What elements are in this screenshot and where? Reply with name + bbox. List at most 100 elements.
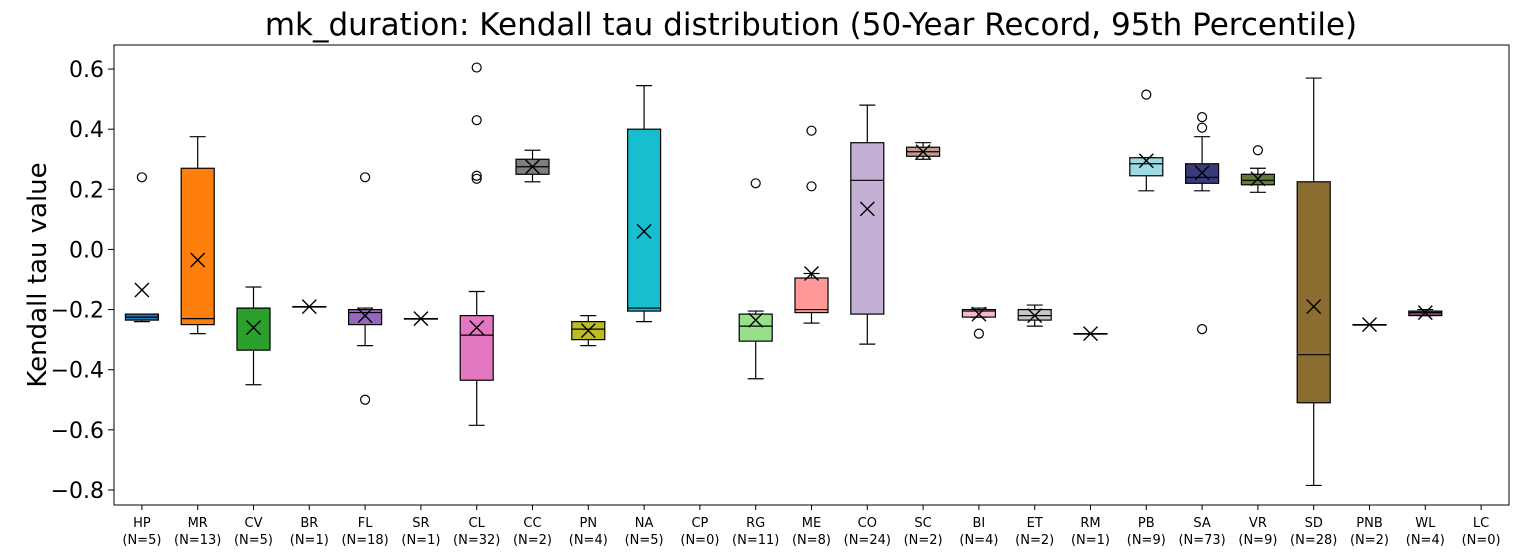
y-axis: 0.6 0.4 0.2 0.0 −0.2 −0.4 −0.6 −0.8	[51, 58, 114, 504]
x-tick-count-label: (N=4)	[1406, 533, 1445, 548]
y-tick-label: 0.0	[69, 238, 104, 263]
box-na	[626, 84, 662, 323]
box-vr	[1240, 145, 1276, 193]
x-tick-label: VR	[1249, 516, 1267, 531]
mean-marker	[804, 266, 819, 281]
x-tick-label: CV	[245, 516, 263, 531]
x-tick-count-label: (N=73)	[1178, 533, 1225, 548]
box-fl	[348, 172, 383, 405]
x-tick-count-label: (N=1)	[290, 533, 329, 548]
mean-marker	[748, 312, 764, 328]
mean-marker	[915, 144, 931, 160]
x-tick-label: RG	[746, 516, 765, 531]
box-et	[1017, 304, 1052, 327]
box-me	[794, 125, 829, 324]
x-tick-label: SA	[1193, 516, 1210, 531]
x-tick-label: LC	[1473, 516, 1489, 531]
mean-marker	[580, 323, 596, 339]
x-tick-count-label: (N=32)	[453, 533, 500, 548]
box-body	[626, 128, 662, 312]
box-body	[794, 277, 829, 314]
x-tick-count-label: (N=13)	[174, 533, 221, 548]
box-wl	[1408, 305, 1443, 321]
x-tick-label: PN	[580, 516, 598, 531]
mean-marker	[971, 306, 987, 322]
box-rg	[738, 178, 773, 380]
x-tick-count-label: (N=28)	[1290, 533, 1337, 548]
mean-marker	[636, 223, 652, 239]
x-tick-label: NA	[635, 516, 654, 531]
box-pnb	[1352, 317, 1387, 333]
x-tick-label: RM	[1080, 516, 1100, 531]
x-tick-label: FL	[358, 516, 373, 531]
x-tick-count-label: (N=2)	[904, 533, 943, 548]
box-sd	[1296, 77, 1331, 487]
x-tick-count-label: (N=8)	[792, 533, 831, 548]
box-pn	[571, 314, 606, 347]
outlier-point	[1196, 324, 1208, 335]
x-tick-count-label: (N=18)	[341, 533, 388, 548]
y-tick-label: −0.2	[51, 299, 104, 324]
box-br	[292, 299, 327, 315]
mean-marker	[859, 201, 875, 217]
x-tick-count-label: (N=11)	[732, 533, 779, 548]
outlier-point	[471, 62, 482, 73]
x-tick-count-label: (N=9)	[1238, 533, 1277, 548]
outlier-point	[973, 328, 985, 339]
outlier-point	[471, 173, 482, 184]
mean-marker	[246, 320, 261, 336]
box-sc	[905, 142, 941, 160]
x-tick-count-label: (N=4)	[569, 533, 608, 548]
mean-marker	[1083, 326, 1098, 342]
x-tick-count-label: (N=0)	[1462, 533, 1501, 548]
x-tick-count-label: (N=2)	[1350, 533, 1389, 548]
x-tick-label: HP	[133, 516, 151, 531]
mean-marker	[1306, 299, 1322, 315]
y-axis-label: Kendall tau value	[23, 162, 53, 387]
mean-marker	[1362, 317, 1377, 333]
mean-marker	[525, 159, 540, 175]
outlier-point	[806, 125, 817, 136]
x-tick-label: PB	[1138, 516, 1155, 531]
x-tick-label: CC	[523, 516, 541, 531]
outlier-point	[360, 172, 371, 183]
x-tick-label: CP	[691, 516, 708, 531]
mean-marker	[190, 252, 206, 268]
box-body	[738, 313, 773, 342]
box-hp	[124, 172, 160, 323]
mean-marker	[301, 299, 317, 315]
box-pb	[1129, 89, 1164, 192]
x-tick-count-label: (N=24)	[844, 533, 891, 548]
mean-marker	[1138, 153, 1154, 169]
box-bi	[961, 306, 997, 339]
outlier-point	[1196, 112, 1208, 123]
box-body	[459, 314, 494, 381]
x-tick-label: MR	[188, 516, 208, 531]
box-body	[180, 167, 215, 326]
x-tick-label: SC	[914, 516, 931, 531]
box-co	[850, 104, 885, 345]
box-body	[850, 142, 885, 315]
x-tick-label: SR	[412, 516, 429, 531]
box-sa	[1184, 112, 1220, 335]
x-tick-count-label: (N=1)	[401, 533, 440, 548]
outlier-point	[1141, 89, 1152, 100]
x-tick-count-label: (N=5)	[122, 533, 161, 548]
x-tick-count-label: (N=2)	[513, 533, 552, 548]
y-tick-label: 0.4	[69, 118, 104, 143]
y-tick-label: −0.4	[51, 359, 104, 384]
box-cl	[459, 62, 494, 426]
outlier-point	[471, 115, 482, 126]
outlier-point	[750, 178, 761, 189]
box-sr	[403, 311, 438, 327]
box-cc	[515, 149, 550, 183]
box-body	[1129, 157, 1164, 177]
outlier-point	[471, 170, 482, 181]
y-tick-label: 0.6	[69, 58, 104, 83]
x-tick-label: PNB	[1356, 516, 1382, 531]
x-tick-count-label: (N=9)	[1127, 533, 1166, 548]
chart-title: mk_duration: Kendall tau distribution (5…	[265, 7, 1357, 43]
box-body	[236, 307, 271, 351]
mean-marker	[469, 320, 485, 336]
x-tick-label: ET	[1027, 516, 1043, 531]
